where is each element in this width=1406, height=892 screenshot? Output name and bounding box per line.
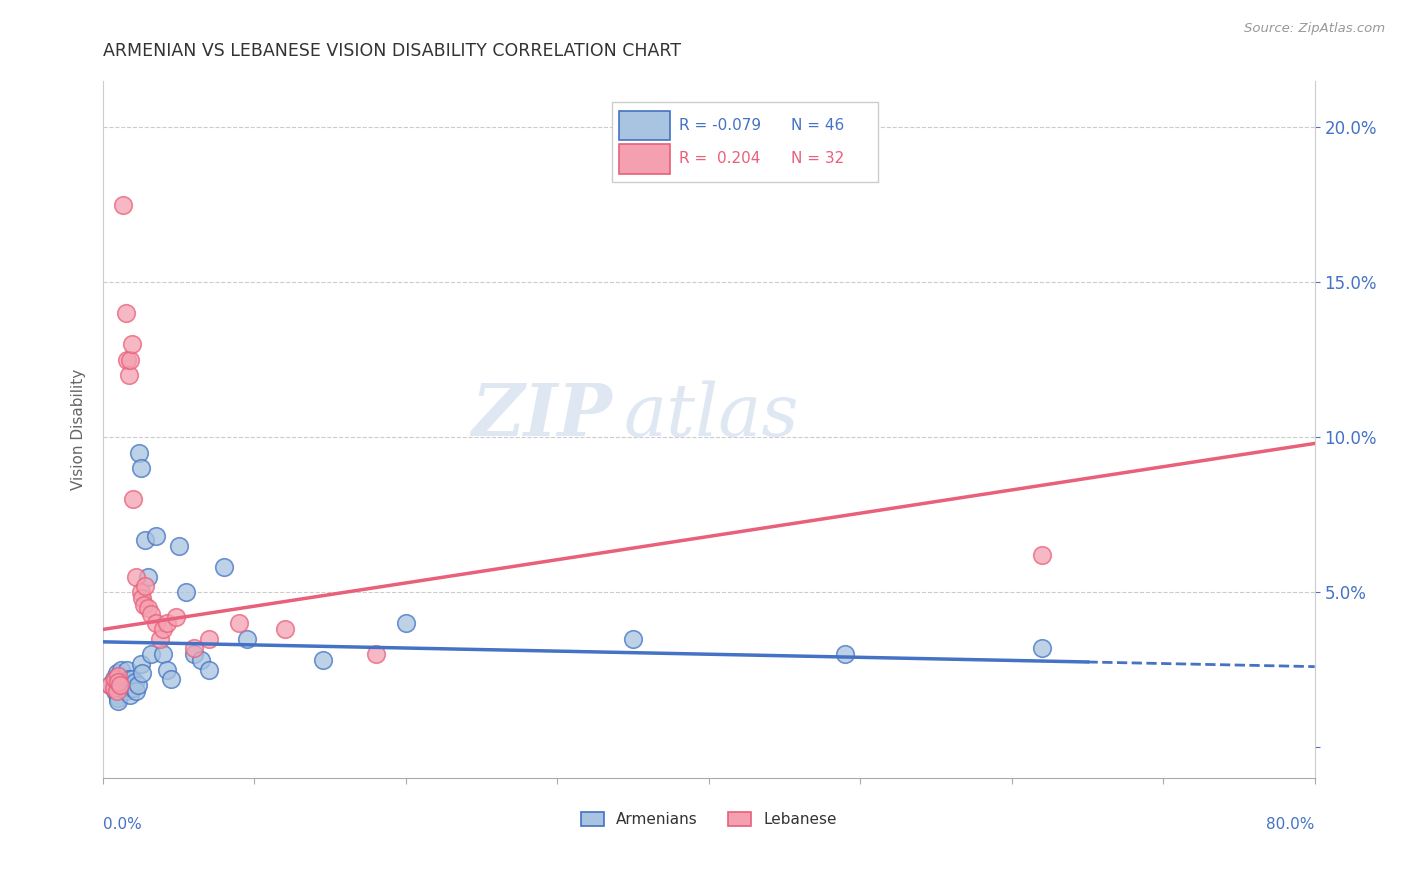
- Point: [125, 570, 148, 584]
- Point: [107, 675, 129, 690]
- Point: [103, 681, 125, 696]
- Point: [120, 352, 142, 367]
- Point: [103, 672, 125, 686]
- Point: [104, 684, 127, 698]
- Point: [183, 647, 205, 661]
- Point: [152, 647, 174, 661]
- Point: [107, 694, 129, 708]
- Point: [105, 684, 128, 698]
- Point: [118, 672, 141, 686]
- Point: [111, 672, 134, 686]
- Point: [155, 616, 177, 631]
- Point: [190, 653, 212, 667]
- Text: R =  0.204: R = 0.204: [679, 152, 759, 167]
- Point: [129, 461, 152, 475]
- Point: [114, 306, 136, 320]
- Point: [110, 663, 132, 677]
- Point: [107, 669, 129, 683]
- Point: [111, 198, 134, 212]
- Point: [107, 688, 129, 702]
- FancyBboxPatch shape: [612, 102, 879, 182]
- Point: [107, 681, 129, 696]
- Point: [145, 529, 167, 543]
- Point: [107, 669, 129, 683]
- Point: [122, 492, 145, 507]
- Point: [118, 368, 141, 383]
- FancyBboxPatch shape: [619, 145, 671, 174]
- Point: [1031, 548, 1053, 562]
- Point: [114, 684, 136, 698]
- Point: [121, 672, 143, 686]
- Point: [100, 678, 122, 692]
- Point: [138, 570, 160, 584]
- Point: [115, 663, 138, 677]
- Text: R = -0.079: R = -0.079: [679, 118, 761, 133]
- Point: [125, 684, 148, 698]
- FancyBboxPatch shape: [619, 111, 671, 140]
- Point: [160, 672, 183, 686]
- Point: [104, 672, 127, 686]
- Point: [108, 678, 131, 692]
- Point: [141, 647, 163, 661]
- Point: [174, 585, 197, 599]
- Point: [132, 598, 155, 612]
- Point: [100, 678, 122, 692]
- Text: ARMENIAN VS LEBANESE VISION DISABILITY CORRELATION CHART: ARMENIAN VS LEBANESE VISION DISABILITY C…: [103, 42, 681, 60]
- Text: 80.0%: 80.0%: [1267, 816, 1315, 831]
- Text: ZIP: ZIP: [471, 380, 612, 451]
- Text: 0.0%: 0.0%: [103, 816, 142, 831]
- Point: [273, 623, 295, 637]
- Point: [128, 446, 150, 460]
- Point: [145, 616, 167, 631]
- Text: atlas: atlas: [624, 380, 800, 450]
- Point: [149, 632, 172, 646]
- Text: N = 32: N = 32: [792, 152, 845, 167]
- Point: [131, 665, 153, 680]
- Point: [1031, 640, 1053, 655]
- Point: [131, 591, 153, 606]
- Point: [183, 640, 205, 655]
- Point: [129, 657, 152, 671]
- Point: [395, 616, 418, 631]
- Point: [107, 675, 129, 690]
- Point: [198, 632, 221, 646]
- Point: [364, 647, 387, 661]
- Point: [124, 675, 146, 690]
- Point: [121, 337, 143, 351]
- Point: [834, 647, 856, 661]
- Y-axis label: Vision Disability: Vision Disability: [72, 369, 86, 490]
- Point: [138, 600, 160, 615]
- Point: [114, 678, 136, 692]
- Point: [236, 632, 259, 646]
- Point: [105, 665, 128, 680]
- Legend: Armenians, Lebanese: Armenians, Lebanese: [575, 806, 844, 833]
- Point: [134, 533, 156, 547]
- Point: [228, 616, 250, 631]
- Point: [167, 539, 190, 553]
- Point: [141, 607, 163, 621]
- Text: N = 46: N = 46: [792, 118, 845, 133]
- Text: Source: ZipAtlas.com: Source: ZipAtlas.com: [1244, 22, 1385, 36]
- Point: [120, 688, 142, 702]
- Point: [122, 681, 145, 696]
- Point: [152, 623, 174, 637]
- Point: [621, 632, 644, 646]
- Point: [311, 653, 333, 667]
- Point: [127, 678, 149, 692]
- Point: [198, 663, 221, 677]
- Point: [120, 681, 142, 696]
- Point: [129, 585, 152, 599]
- Point: [115, 352, 138, 367]
- Point: [155, 663, 177, 677]
- Point: [134, 579, 156, 593]
- Point: [212, 560, 235, 574]
- Point: [107, 690, 129, 705]
- Point: [165, 610, 187, 624]
